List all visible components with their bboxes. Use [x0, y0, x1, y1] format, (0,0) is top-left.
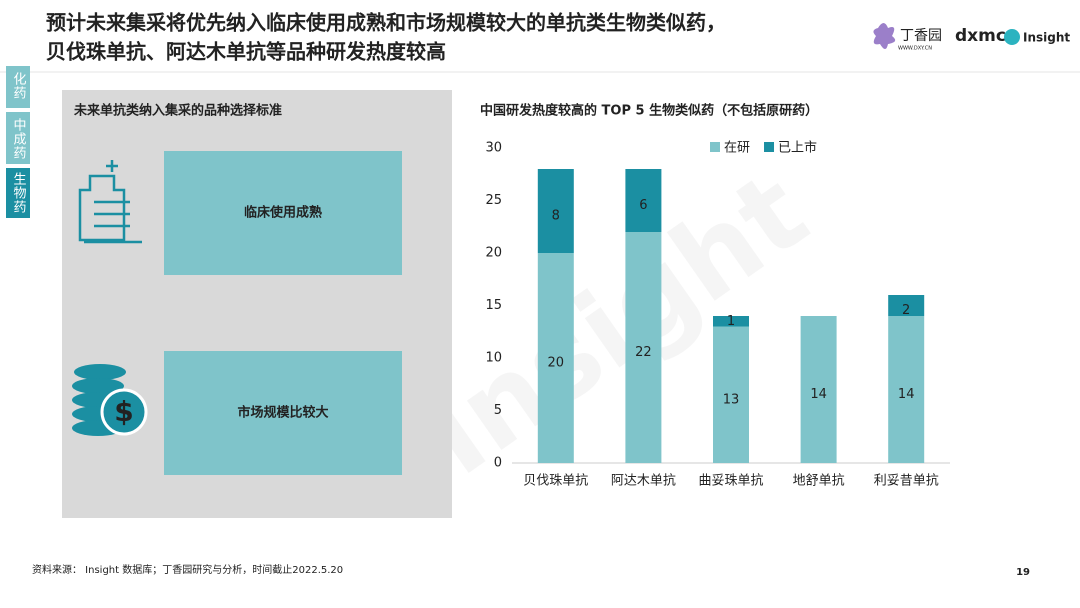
title-line: 贝伐珠单抗、阿达木单抗等品种研发热度较高: [46, 40, 446, 64]
y-tick-label: 5: [494, 403, 502, 418]
bar-segment: [888, 316, 925, 463]
y-tick-label: 0: [494, 456, 502, 471]
logo-text: 丁香园: [900, 28, 942, 44]
data-label: 1: [727, 314, 735, 329]
x-tick-label: 贝伐珠单抗: [523, 474, 588, 489]
tab-label[interactable]: 生物药: [11, 172, 27, 214]
criteria-box: [164, 151, 402, 275]
logo-icon: [1004, 29, 1020, 45]
y-tick-label: 30: [485, 141, 502, 156]
coin-symbol: $: [114, 395, 133, 428]
bar-segment: [537, 169, 574, 253]
x-tick-label: 曲妥珠单抗: [698, 474, 763, 489]
logo-text: Insight: [1023, 31, 1070, 45]
logo-text: WWW.DXY.CN: [898, 46, 932, 52]
page-number: 19: [1016, 567, 1030, 578]
source: 资料来源： Insight 数据库；丁香园研究与分析，时间截止2022.5.20: [32, 563, 343, 576]
data-label: 14: [898, 387, 915, 402]
title-line: 预计未来集采将优先纳入临床使用成熟和市场规模较大的单抗类生物类似药，: [46, 11, 726, 35]
data-label: 2: [902, 303, 910, 318]
tab-label[interactable]: 化药: [11, 72, 27, 100]
legend-label: 已上市: [778, 140, 817, 156]
data-label: 6: [639, 198, 647, 213]
tab-label[interactable]: 中成药: [11, 118, 27, 160]
x-tick-label: 地舒单抗: [793, 474, 845, 489]
watermark: Insight: [402, 147, 829, 500]
tab[interactable]: [6, 112, 30, 164]
y-tick-label: 20: [485, 246, 502, 261]
bar-segment: [537, 253, 574, 463]
tab[interactable]: [6, 66, 30, 108]
logo-text: dxmc: [955, 26, 1006, 46]
x-tick-label: 阿达木单抗: [611, 474, 676, 489]
data-label: 20: [548, 356, 565, 371]
hospital-icon: [78, 160, 142, 244]
data-label: 8: [552, 209, 560, 224]
chart-title: 中国研发热度较高的 TOP 5 生物类似药（不包括原研药）: [480, 103, 818, 119]
bar-segment: [800, 316, 837, 463]
bar-segment: [625, 169, 662, 232]
panel-title: 未来单抗类纳入集采的品种选择标准: [73, 103, 282, 119]
data-label: 22: [635, 345, 652, 360]
legend-label: 在研: [724, 141, 750, 156]
data-label: 14: [810, 387, 827, 402]
logo-dxy: [873, 23, 896, 49]
y-tick-label: 25: [485, 193, 502, 208]
bar-segment: [713, 326, 749, 463]
legend-swatch: [764, 142, 775, 152]
bar-segment: [888, 295, 925, 316]
bar-segment: [625, 232, 662, 463]
y-tick-label: 15: [485, 298, 502, 313]
data-label: 13: [723, 392, 740, 407]
criteria-label: 市场规模比较大: [237, 405, 328, 421]
bar-segment: [713, 316, 749, 327]
tab[interactable]: [6, 168, 30, 218]
y-tick-label: 10: [485, 351, 502, 366]
coins-icon: [72, 364, 148, 436]
criteria-label: 临床使用成熟: [244, 205, 322, 221]
criteria-box: [164, 351, 402, 475]
legend-swatch: [710, 142, 720, 152]
x-tick-label: 利妥昔单抗: [874, 474, 939, 489]
